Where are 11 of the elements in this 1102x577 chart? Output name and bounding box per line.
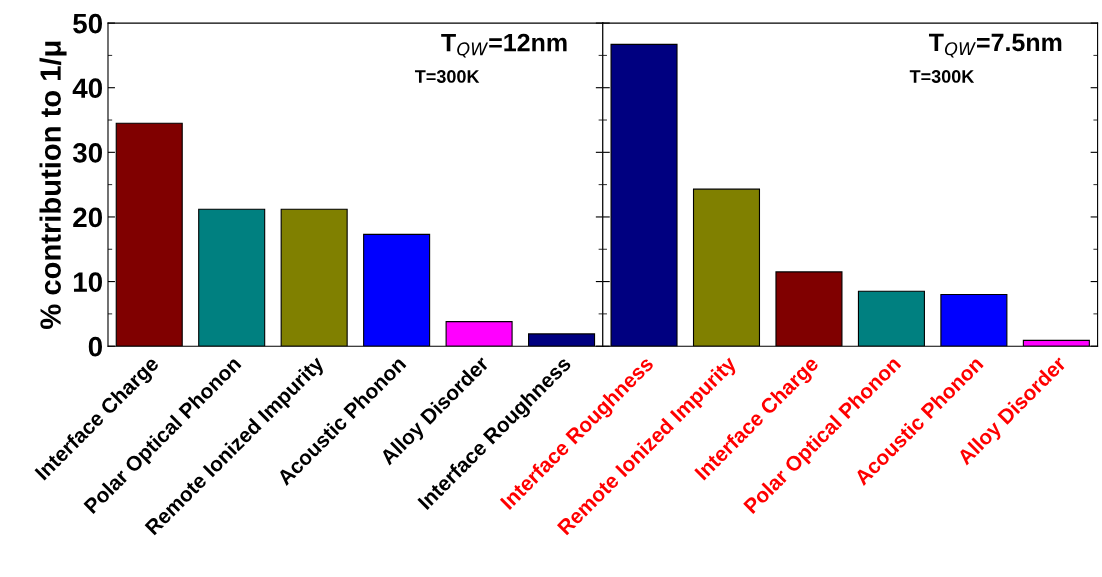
y-tick-label: 10 <box>73 272 102 292</box>
annotation: T=300K <box>414 70 480 83</box>
y-tick-label: 0 <box>88 336 102 357</box>
y-tick-label: 20 <box>73 207 102 228</box>
annotation: T$_{QW}$=7.5nm <box>928 33 1062 58</box>
y-tick-label: 30 <box>72 143 102 163</box>
annotation: T=300K <box>909 70 975 83</box>
y-tick-label: 50 <box>73 13 102 34</box>
y-tick-label: 40 <box>72 78 102 99</box>
annotation: T$_{QW}$=12nm <box>441 33 567 58</box>
y-axis-title: % contribution to 1/μ <box>39 41 67 329</box>
